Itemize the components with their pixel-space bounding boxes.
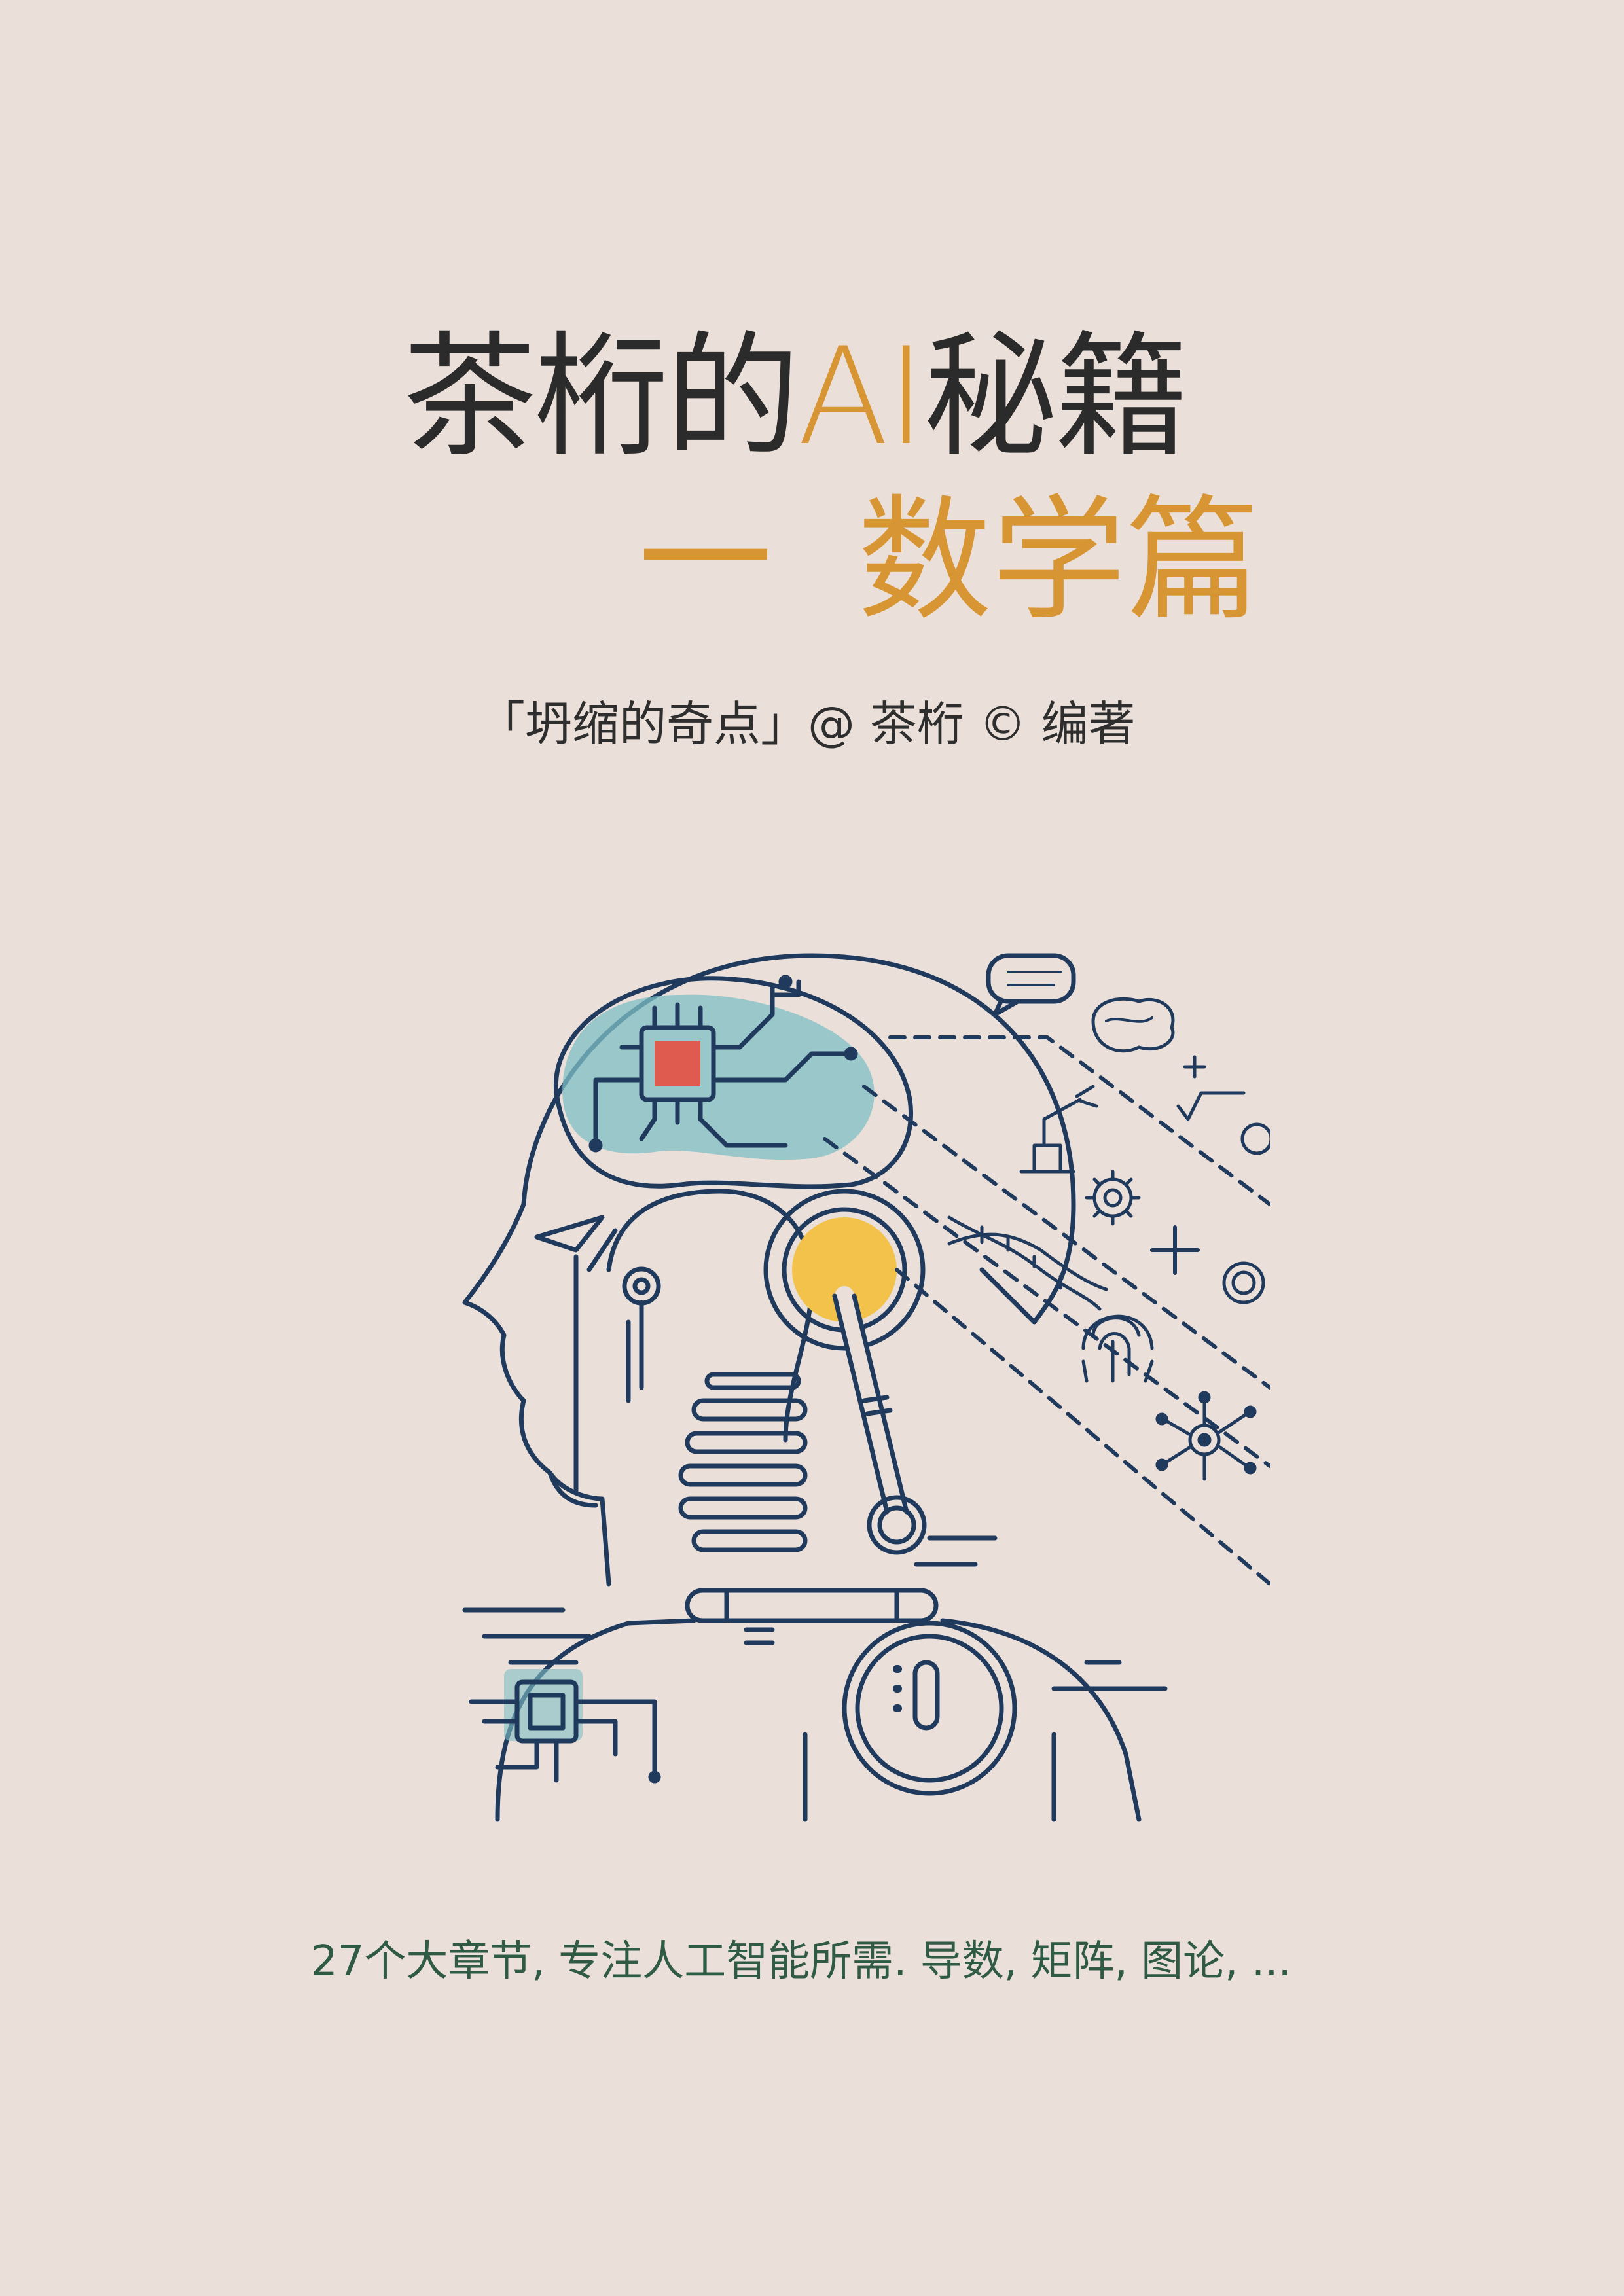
eye [534,1215,605,1253]
title-ai: AI [797,319,926,475]
brain-icon [1091,997,1175,1053]
subtitle-dash: 一 [638,483,772,639]
tagline: 27个大章节, 专注人工智能所需. 导数, 矩阵, 图论, ... [311,1937,1291,1986]
author-line: 「坍缩的奇点」@ 茶桁 © 编著 [478,696,1136,751]
joint-socket [763,1189,926,1351]
robot-head-illustration [462,953,1270,1822]
dna-icon [947,1215,1102,1311]
lower-chip-icon [514,1679,579,1744]
speech-bubble-icon [986,953,1076,1004]
plus-icon [1183,1055,1206,1079]
title-suffix: 秘籍 [923,319,1189,475]
fingerprint-icon [1081,1314,1154,1383]
ear-bolt [622,1266,661,1306]
face-profile [462,1202,611,1587]
chest-port [842,1621,1017,1796]
network-icon [1155,1391,1257,1481]
book-subtitle: 一数学篇 [638,494,1260,628]
target-icon [1240,1122,1270,1155]
title-prefix: 茶桁的 [403,319,800,475]
book-title: 茶桁的AI秘籍 [403,331,1189,465]
subtitle-text: 数学篇 [857,483,1260,639]
robot-arm-icon [1019,1085,1098,1174]
